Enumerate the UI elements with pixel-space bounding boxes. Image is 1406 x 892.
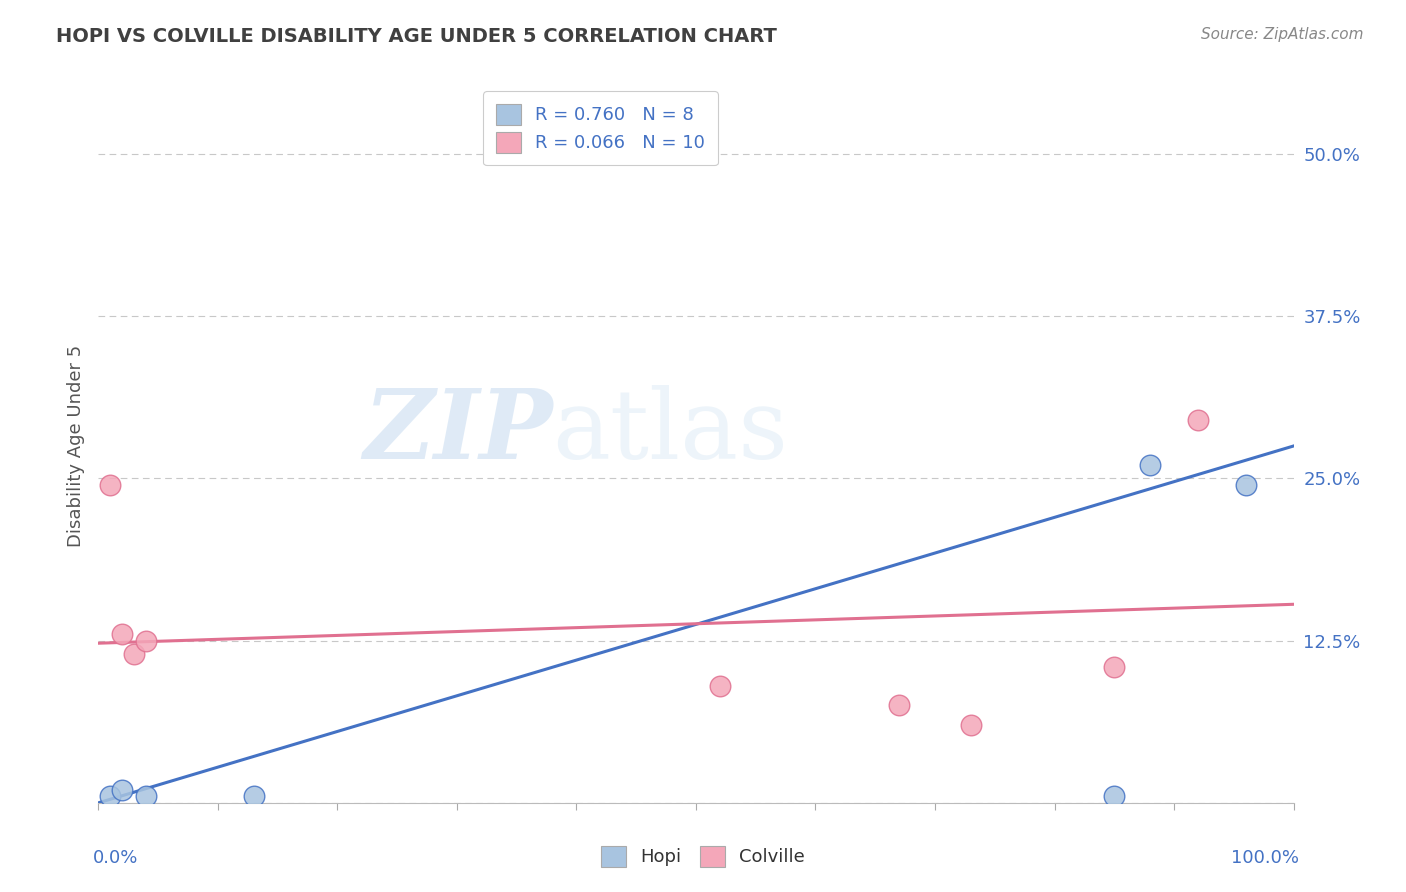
Text: 0.0%: 0.0% bbox=[93, 849, 138, 867]
Point bbox=[1104, 659, 1126, 673]
Point bbox=[709, 679, 731, 693]
Point bbox=[960, 718, 983, 732]
Legend: Hopi, Colville: Hopi, Colville bbox=[593, 838, 813, 874]
Point bbox=[1104, 789, 1126, 804]
Point bbox=[111, 627, 134, 641]
Point bbox=[1234, 478, 1257, 492]
Point bbox=[98, 478, 122, 492]
Point bbox=[135, 789, 157, 804]
Point bbox=[98, 789, 122, 804]
Y-axis label: Disability Age Under 5: Disability Age Under 5 bbox=[66, 345, 84, 547]
Point bbox=[124, 647, 146, 661]
Point bbox=[889, 698, 911, 713]
Point bbox=[1187, 413, 1209, 427]
Point bbox=[135, 633, 157, 648]
Text: HOPI VS COLVILLE DISABILITY AGE UNDER 5 CORRELATION CHART: HOPI VS COLVILLE DISABILITY AGE UNDER 5 … bbox=[56, 27, 778, 45]
Text: Source: ZipAtlas.com: Source: ZipAtlas.com bbox=[1201, 27, 1364, 42]
Point bbox=[111, 782, 134, 797]
Legend: R = 0.760   N = 8, R = 0.066   N = 10: R = 0.760 N = 8, R = 0.066 N = 10 bbox=[482, 91, 718, 165]
Point bbox=[243, 789, 266, 804]
Text: ZIP: ZIP bbox=[363, 384, 553, 479]
Point bbox=[1139, 458, 1161, 473]
Text: atlas: atlas bbox=[553, 384, 789, 479]
Text: 100.0%: 100.0% bbox=[1232, 849, 1299, 867]
